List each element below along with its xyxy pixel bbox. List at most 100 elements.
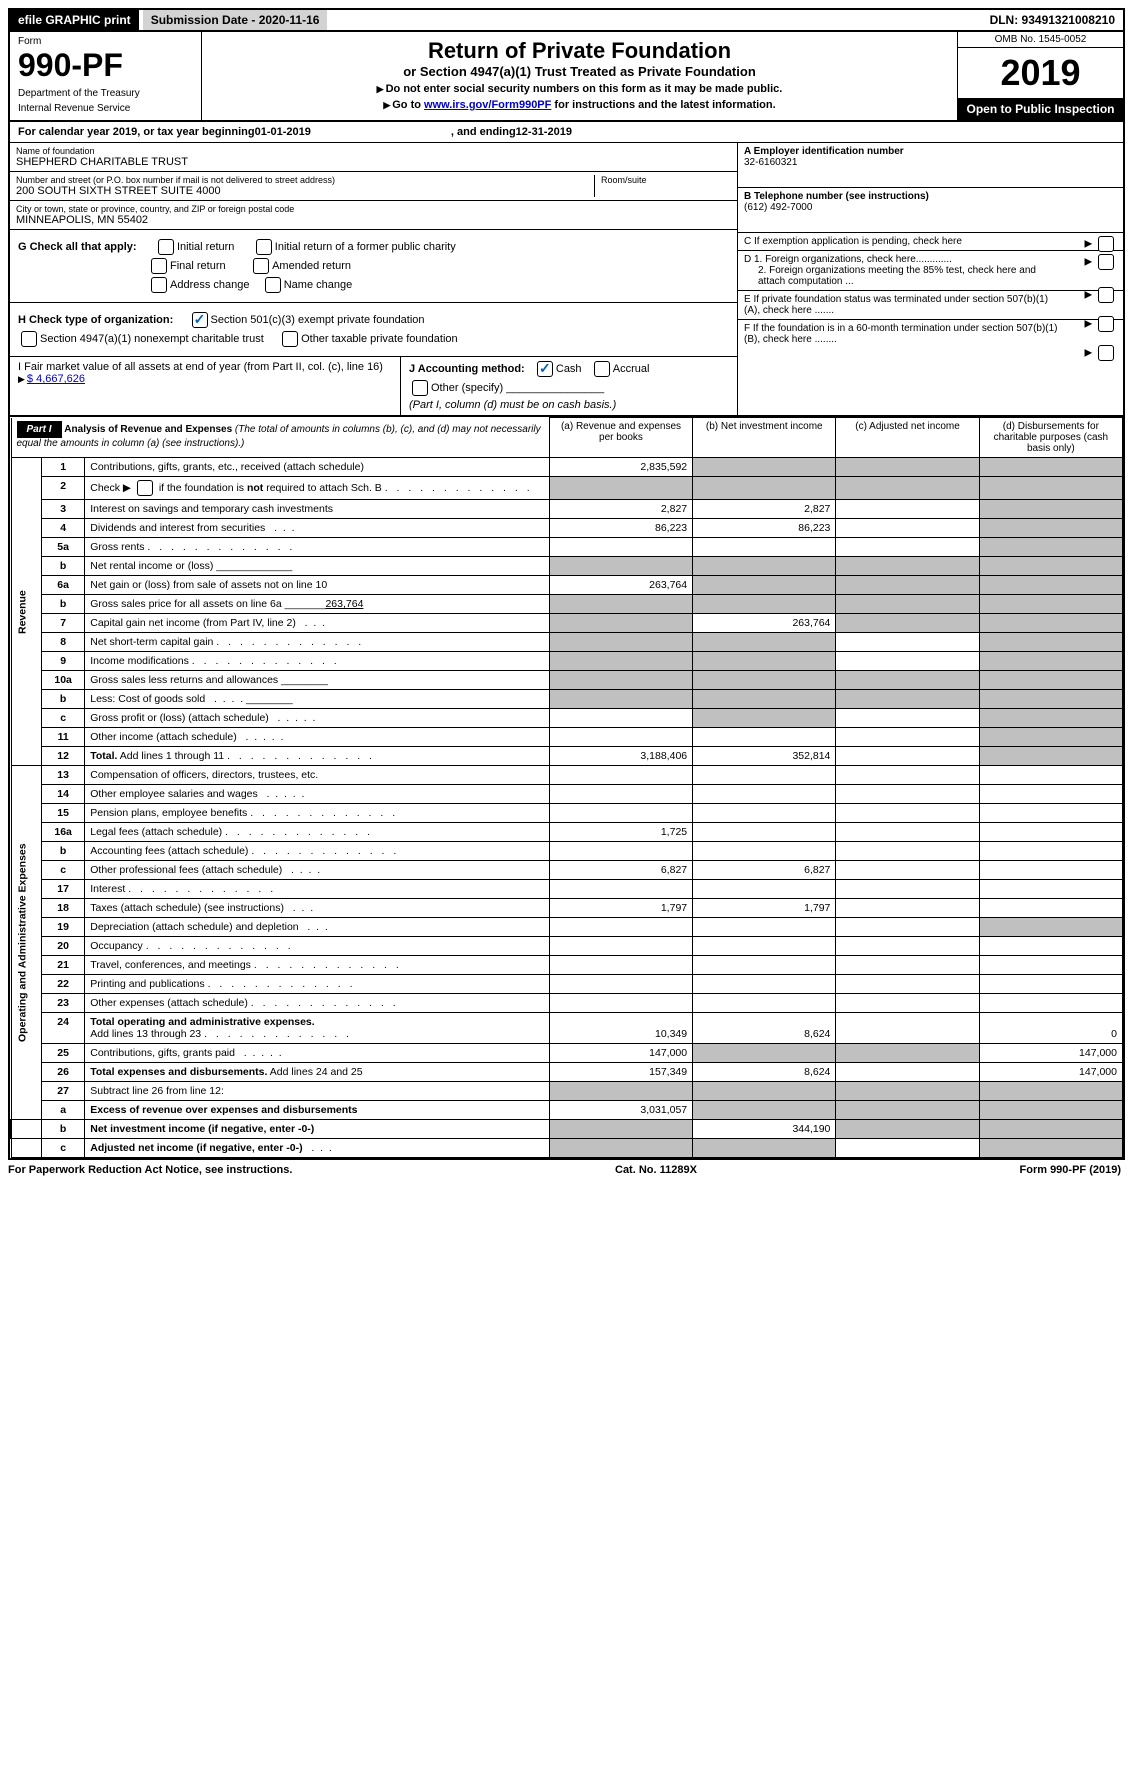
row-19: 19 Depreciation (attach schedule) and de… [11, 918, 1123, 937]
col-c-header: (c) Adjusted net income [836, 418, 979, 458]
g-opt3: Final return [170, 260, 226, 272]
e-cell: E If private foundation status was termi… [738, 291, 1123, 320]
submission-chip: Submission Date - 2020-11-16 [143, 10, 328, 30]
g-final-checkbox[interactable] [151, 258, 167, 274]
d1-label: D 1. Foreign organizations, check here..… [744, 254, 952, 265]
main-title: Return of Private Foundation [208, 38, 951, 64]
h-opt2: Section 4947(a)(1) nonexempt charitable … [40, 333, 264, 345]
row-7: 7 Capital gain net income (from Part IV,… [11, 614, 1123, 633]
row-27a: a Excess of revenue over expenses and di… [11, 1101, 1123, 1120]
f-checkbox[interactable] [1098, 345, 1114, 361]
row-6a: 6a Net gain or (loss) from sale of asset… [11, 576, 1123, 595]
info-right: A Employer identification number 32-6160… [737, 143, 1123, 415]
d2-checkbox[interactable] [1098, 287, 1114, 303]
col-b-header: (b) Net investment income [693, 418, 836, 458]
a-label: A Employer identification number [744, 146, 904, 157]
addr-cell: Number and street (or P.O. box number if… [10, 172, 737, 201]
d-cell: D 1. Foreign organizations, check here..… [738, 251, 1123, 291]
row-5b: b Net rental income or (loss) __________… [11, 557, 1123, 576]
revenue-vert-label: Revenue [11, 458, 42, 766]
open-public: Open to Public Inspection [958, 98, 1123, 120]
row-9: 9 Income modifications [11, 652, 1123, 671]
g-opt2: Initial return of a former public charit… [275, 241, 456, 253]
part1-header-row: Part I Analysis of Revenue and Expenses … [11, 418, 1123, 458]
row-5a: 5a Gross rents [11, 538, 1123, 557]
row-17: 17 Interest [11, 880, 1123, 899]
h-4947-checkbox[interactable] [21, 331, 37, 347]
row-6b: b Gross sales price for all assets on li… [11, 595, 1123, 614]
row-13: Operating and Administrative Expenses 13… [11, 766, 1123, 785]
g-former-checkbox[interactable] [256, 239, 272, 255]
h-other-checkbox[interactable] [282, 331, 298, 347]
row-15: 15 Pension plans, employee benefits [11, 804, 1123, 823]
row-26: 26 Total expenses and disbursements. Add… [11, 1063, 1123, 1082]
d1-checkbox[interactable] [1098, 254, 1114, 270]
g-initial-checkbox[interactable] [158, 239, 174, 255]
r2-checkbox[interactable] [137, 480, 153, 496]
row-20: 20 Occupancy [11, 937, 1123, 956]
a-value: 32-6160321 [744, 157, 797, 168]
j-cash-checkbox[interactable] [537, 361, 553, 377]
j-accrual: Accrual [613, 363, 650, 375]
city-cell: City or town, state or province, country… [10, 201, 737, 230]
instr-2: Go to www.irs.gov/Form990PF for instruct… [208, 99, 951, 111]
j-other-checkbox[interactable] [412, 380, 428, 396]
i-label: I Fair market value of all assets at end… [18, 361, 383, 373]
instr-2-suffix: for instructions and the latest informat… [551, 99, 775, 111]
row-10b: b Less: Cost of goods sold . . . . _____… [11, 690, 1123, 709]
g-section: G Check all that apply: Initial return I… [10, 230, 737, 303]
cal-prefix: For calendar year 2019, or tax year begi… [18, 126, 255, 138]
addr-value: 200 SOUTH SIXTH STREET SUITE 4000 [16, 185, 594, 197]
part1-table: Part I Analysis of Revenue and Expenses … [10, 417, 1123, 1158]
d2-label: 2. Foreign organizations meeting the 85%… [744, 265, 1058, 287]
e-checkbox[interactable] [1098, 316, 1114, 332]
cal-end: 12-31-2019 [516, 126, 572, 138]
row-16b: b Accounting fees (attach schedule) [11, 842, 1123, 861]
g-opt5: Address change [170, 279, 250, 291]
form-990pf-container: efile GRAPHIC print Submission Date - 20… [8, 8, 1125, 1160]
b-cell: B Telephone number (see instructions) (6… [738, 188, 1123, 233]
f-cell: F If the foundation is in a 60-month ter… [738, 320, 1123, 382]
i-value[interactable]: $ 4,667,626 [27, 373, 85, 385]
h-501c3-checkbox[interactable] [192, 312, 208, 328]
g-amended-checkbox[interactable] [253, 258, 269, 274]
g-opt4: Amended return [272, 260, 351, 272]
a-cell: A Employer identification number 32-6160… [738, 143, 1123, 188]
subtitle: or Section 4947(a)(1) Trust Treated as P… [208, 64, 951, 79]
g-address-checkbox[interactable] [151, 277, 167, 293]
row-11: 11 Other income (attach schedule) . . . … [11, 728, 1123, 747]
row-21: 21 Travel, conferences, and meetings [11, 956, 1123, 975]
page-footer: For Paperwork Reduction Act Notice, see … [8, 1160, 1121, 1180]
name-cell: Name of foundation SHEPHERD CHARITABLE T… [10, 143, 737, 172]
header-bar: efile GRAPHIC print Submission Date - 20… [10, 10, 1123, 32]
efile-chip[interactable]: efile GRAPHIC print [10, 10, 139, 30]
dept-2: Internal Revenue Service [18, 103, 193, 114]
row-1: Revenue 1 Contributions, gifts, grants, … [11, 458, 1123, 477]
j-accrual-checkbox[interactable] [594, 361, 610, 377]
col-a-header: (a) Revenue and expenses per books [549, 418, 692, 458]
row-12: 12 Total. Add lines 1 through 11 3,188,4… [11, 747, 1123, 766]
addr-label: Number and street (or P.O. box number if… [16, 175, 594, 185]
g-opt1: Initial return [177, 241, 234, 253]
g-name-checkbox[interactable] [265, 277, 281, 293]
city-value: MINNEAPOLIS, MN 55402 [16, 214, 731, 226]
row-27: 27 Subtract line 26 from line 12: [11, 1082, 1123, 1101]
row-10c: c Gross profit or (loss) (attach schedul… [11, 709, 1123, 728]
h-label: H Check type of organization: [18, 314, 173, 326]
city-label: City or town, state or province, country… [16, 204, 731, 214]
row-16c: c Other professional fees (attach schedu… [11, 861, 1123, 880]
c-checkbox[interactable] [1098, 236, 1114, 252]
instr-1: Do not enter social security numbers on … [208, 83, 951, 95]
e-label: E If private foundation status was termi… [744, 294, 1064, 316]
h-opt3: Other taxable private foundation [301, 333, 458, 345]
j-note: (Part I, column (d) must be on cash basi… [409, 399, 729, 411]
form-url-link[interactable]: www.irs.gov/Form990PF [424, 99, 551, 111]
dept-1: Department of the Treasury [18, 88, 193, 99]
j-label: J Accounting method: [409, 363, 525, 375]
footer-mid: Cat. No. 11289X [615, 1164, 697, 1176]
ij-section: I Fair market value of all assets at end… [10, 357, 737, 415]
row-24: 24 Total operating and administrative ex… [11, 1013, 1123, 1044]
instr-2-prefix: Go to [383, 99, 424, 111]
dln-text: DLN: 93491321008210 [982, 10, 1123, 30]
row-4: 4 Dividends and interest from securities… [11, 519, 1123, 538]
